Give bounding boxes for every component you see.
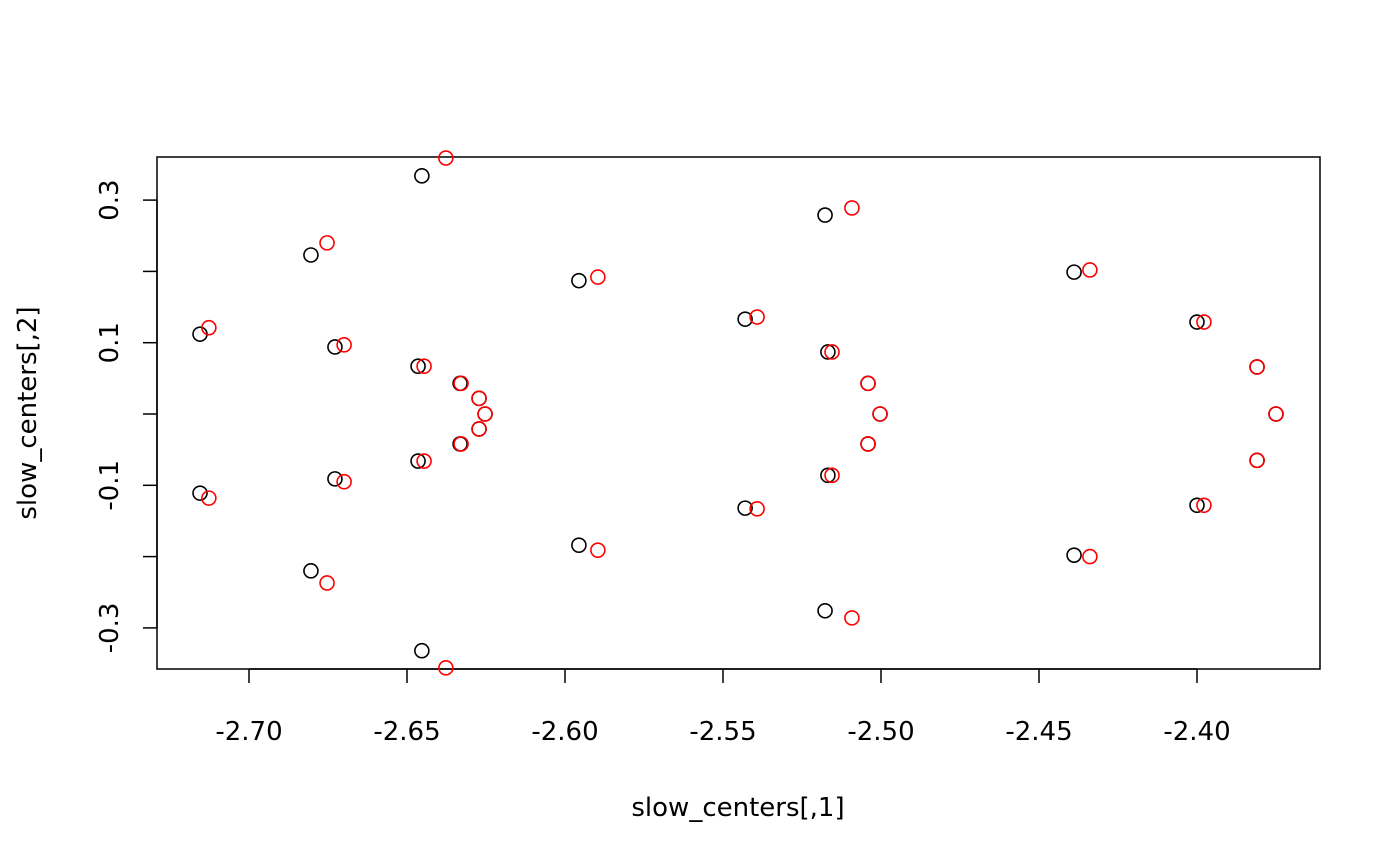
data-point-red bbox=[844, 610, 860, 626]
x-tick-label: -2.55 bbox=[689, 717, 756, 747]
data-point-red bbox=[590, 542, 606, 558]
data-point-black bbox=[410, 358, 426, 375]
data-point-red bbox=[872, 406, 888, 422]
data-point-black bbox=[571, 537, 587, 553]
data-point-black bbox=[737, 500, 753, 516]
data-point-red bbox=[416, 453, 432, 469]
data-point-black bbox=[737, 311, 753, 327]
x-tick-label: -2.65 bbox=[373, 717, 440, 747]
y-axis-label: slow_centers[,2] bbox=[13, 306, 43, 519]
x-axis-label: slow_centers[,1] bbox=[631, 793, 844, 823]
data-point-black bbox=[817, 207, 833, 223]
data-point-red bbox=[319, 575, 335, 591]
data-points bbox=[192, 150, 1284, 676]
x-tick-label: -2.70 bbox=[215, 717, 282, 747]
data-point-red bbox=[319, 235, 335, 251]
data-point-black bbox=[1189, 497, 1205, 514]
data-point-red bbox=[590, 269, 606, 285]
data-point-red bbox=[824, 344, 840, 360]
data-point-red bbox=[1082, 262, 1098, 278]
data-point-red bbox=[1196, 497, 1212, 514]
data-point-red bbox=[453, 436, 469, 452]
data-point-black bbox=[414, 168, 430, 184]
data-point-red bbox=[844, 200, 860, 216]
y-axis: -0.3 -0.1 0.1 0.3 bbox=[95, 179, 158, 654]
data-point-red bbox=[336, 337, 352, 353]
x-axis: -2.70 -2.65 -2.60 -2.55 -2.50 -2.45 -2.40 bbox=[215, 668, 1231, 747]
y-tick-label: 0.3 bbox=[95, 179, 125, 220]
y-tick-label: -0.1 bbox=[95, 460, 125, 511]
x-tick-label: -2.40 bbox=[1163, 717, 1230, 747]
data-point-red bbox=[416, 358, 432, 375]
plot-frame bbox=[156, 156, 1321, 670]
data-point-red bbox=[860, 436, 876, 452]
data-point-black bbox=[410, 453, 426, 469]
x-tick-label: -2.50 bbox=[847, 717, 914, 747]
data-point-black bbox=[820, 344, 836, 360]
data-point-red bbox=[477, 406, 493, 422]
data-point-red bbox=[438, 660, 454, 676]
data-point-red bbox=[471, 421, 487, 437]
x-tick-label: -2.60 bbox=[531, 717, 598, 747]
data-point-red bbox=[824, 467, 840, 484]
data-point-red bbox=[749, 309, 765, 325]
data-point-red bbox=[860, 375, 876, 392]
data-point-black bbox=[1066, 264, 1082, 280]
data-point-red bbox=[471, 390, 487, 407]
x-tick-label: -2.45 bbox=[1005, 717, 1072, 747]
data-point-black bbox=[571, 272, 587, 289]
data-point-black bbox=[414, 642, 430, 659]
y-tick-label: -0.3 bbox=[95, 603, 125, 654]
data-point-black bbox=[303, 563, 319, 579]
data-point-black bbox=[820, 467, 836, 484]
data-point-black bbox=[817, 602, 833, 619]
y-tick-label: 0.1 bbox=[95, 322, 125, 363]
data-point-red bbox=[749, 501, 765, 517]
data-point-black bbox=[303, 247, 319, 263]
data-point-black bbox=[1189, 314, 1205, 330]
data-point-red bbox=[201, 319, 217, 336]
data-point-red bbox=[453, 375, 469, 392]
data-point-black bbox=[327, 339, 343, 355]
data-point-red bbox=[336, 473, 352, 490]
data-point-red bbox=[1268, 406, 1284, 422]
data-point-red bbox=[1082, 548, 1098, 565]
data-point-red bbox=[1249, 452, 1265, 469]
data-point-red bbox=[438, 150, 454, 166]
data-point-red bbox=[201, 490, 217, 506]
data-point-black bbox=[327, 471, 343, 487]
data-point-black bbox=[1066, 547, 1082, 563]
data-point-red bbox=[1196, 314, 1212, 330]
data-point-red bbox=[1249, 359, 1265, 375]
data-point-black bbox=[192, 485, 208, 501]
